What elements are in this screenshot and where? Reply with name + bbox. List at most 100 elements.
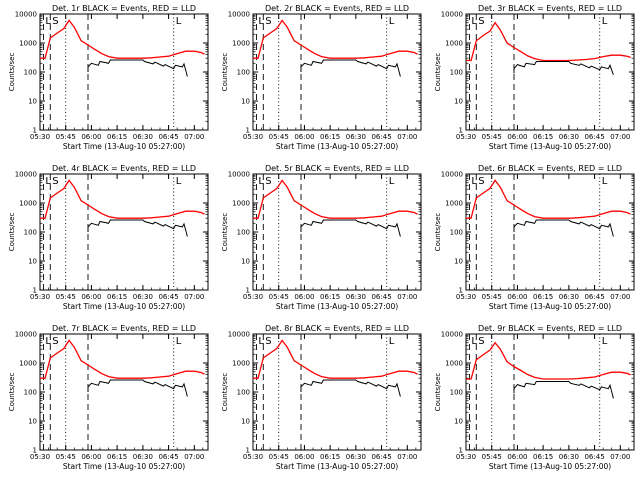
detector-panel-6: Det. 6r BLACK = Events, RED = LLD Counts/… (434, 164, 635, 311)
series-line-events (513, 61, 614, 75)
x-tick-label: 07:00 (610, 133, 630, 141)
x-tick-label: 07:00 (397, 293, 417, 301)
x-tick-label: 06:45 (371, 133, 391, 141)
detector-panel-5: Det. 5r BLACK = Events, RED = LLD Counts/… (221, 164, 422, 311)
time-marker-label: S (265, 336, 271, 347)
time-marker-label: L (389, 336, 395, 347)
x-tick-label: 06:15 (533, 133, 553, 141)
x-tick-label: 05:45 (482, 293, 502, 301)
x-tick-label: 07:00 (184, 453, 204, 461)
x-axis-label: Start Time (13-Aug-10 05:27:00) (276, 462, 398, 471)
x-axis-label: Start Time (13-Aug-10 05:27:00) (489, 142, 611, 151)
series-line-events (300, 219, 401, 237)
time-marker-label: L (389, 16, 395, 27)
series-line-events (87, 59, 188, 77)
time-marker-label: L (176, 176, 182, 187)
y-tick-label: 1000 (19, 360, 37, 368)
time-marker-label: L (258, 336, 264, 347)
time-marker-label: L (389, 176, 395, 187)
x-axis-label: Start Time (13-Aug-10 05:27:00) (276, 302, 398, 311)
y-tick-label: 1 (33, 287, 37, 295)
y-tick-label: 100 (237, 389, 250, 397)
x-tick-label: 06:00 (507, 133, 527, 141)
y-tick-label: 10 (28, 98, 37, 106)
detector-panel-4: Det. 4r BLACK = Events, RED = LLD Counts/… (8, 164, 209, 311)
detector-panel-9: Det. 9r BLACK = Events, RED = LLD Counts/… (434, 324, 635, 471)
x-tick-label: 05:30 (243, 453, 263, 461)
y-tick-label: 1 (246, 447, 250, 455)
y-axis-label: Counts/sec (8, 53, 16, 92)
y-tick-label: 100 (237, 69, 250, 77)
plot-frame (252, 333, 422, 451)
x-tick-label: 06:15 (320, 453, 340, 461)
x-tick-label: 05:30 (30, 453, 50, 461)
x-tick-label: 06:45 (158, 453, 178, 461)
time-marker-label: L (602, 176, 608, 187)
time-marker-label: L (471, 16, 477, 27)
time-marker-label: S (52, 16, 58, 27)
x-tick-label: 06:45 (371, 293, 391, 301)
chart-title: Det. 1r BLACK = Events, RED = LLD (52, 4, 196, 13)
x-tick-label: 06:15 (533, 293, 553, 301)
chart-title: Det. 9r BLACK = Events, RED = LLD (478, 324, 622, 333)
series-line-events (513, 219, 614, 237)
x-tick-label: 05:30 (456, 293, 476, 301)
x-tick-label: 05:30 (30, 133, 50, 141)
y-tick-label: 1 (33, 127, 37, 135)
x-tick-label: 06:45 (584, 133, 604, 141)
y-tick-label: 100 (450, 389, 463, 397)
x-tick-label: 05:45 (482, 133, 502, 141)
chart-title: Det. 3r BLACK = Events, RED = LLD (478, 4, 622, 13)
y-tick-label: 10 (454, 418, 463, 426)
series-line-lld (253, 339, 418, 379)
time-marker-label: S (478, 176, 484, 187)
y-axis-label: Counts/sec (221, 213, 229, 252)
plot-frame (252, 173, 422, 291)
time-marker-label: L (176, 336, 182, 347)
y-tick-label: 1 (246, 287, 250, 295)
y-tick-label: 10 (241, 258, 250, 266)
x-tick-label: 06:30 (559, 133, 579, 141)
x-tick-label: 06:00 (294, 453, 314, 461)
y-tick-label: 1000 (232, 360, 250, 368)
time-marker-label: S (265, 16, 271, 27)
series-line-lld (466, 179, 631, 219)
time-marker-label: L (258, 176, 264, 187)
y-tick-label: 100 (450, 69, 463, 77)
x-tick-label: 06:30 (346, 293, 366, 301)
series-line-lld (253, 19, 418, 59)
series-line-events (87, 219, 188, 237)
y-tick-label: 10000 (441, 11, 463, 19)
y-tick-label: 1000 (445, 360, 463, 368)
x-tick-label: 06:00 (81, 293, 101, 301)
y-tick-label: 10000 (441, 331, 463, 339)
time-marker-label: L (602, 336, 608, 347)
time-marker-label: S (52, 176, 58, 187)
detector-panel-1: Det. 1r BLACK = Events, RED = LLD Counts/… (8, 4, 209, 151)
series-line-lld (253, 179, 418, 219)
y-tick-label: 10000 (15, 11, 37, 19)
x-tick-label: 06:45 (158, 293, 178, 301)
x-axis-label: Start Time (13-Aug-10 05:27:00) (489, 462, 611, 471)
time-marker-label: L (602, 16, 608, 27)
y-tick-label: 10000 (15, 331, 37, 339)
x-tick-label: 06:30 (133, 293, 153, 301)
time-marker-label: L (258, 16, 264, 27)
x-tick-label: 06:30 (133, 453, 153, 461)
y-tick-label: 10000 (228, 11, 250, 19)
y-tick-label: 100 (24, 229, 37, 237)
chart-title: Det. 4r BLACK = Events, RED = LLD (52, 164, 196, 173)
y-tick-label: 10000 (228, 331, 250, 339)
x-axis-label: Start Time (13-Aug-10 05:27:00) (63, 462, 185, 471)
series-line-lld (466, 341, 631, 380)
x-axis-label: Start Time (13-Aug-10 05:27:00) (489, 302, 611, 311)
time-marker-label: L (471, 176, 477, 187)
x-tick-label: 05:30 (456, 133, 476, 141)
x-tick-label: 06:00 (81, 133, 101, 141)
y-tick-label: 10000 (15, 171, 37, 179)
x-tick-label: 07:00 (184, 293, 204, 301)
chart-title: Det. 6r BLACK = Events, RED = LLD (478, 164, 622, 173)
chart-title: Det. 8r BLACK = Events, RED = LLD (265, 324, 409, 333)
y-axis-label: Counts/sec (8, 213, 16, 252)
y-tick-label: 10 (454, 98, 463, 106)
